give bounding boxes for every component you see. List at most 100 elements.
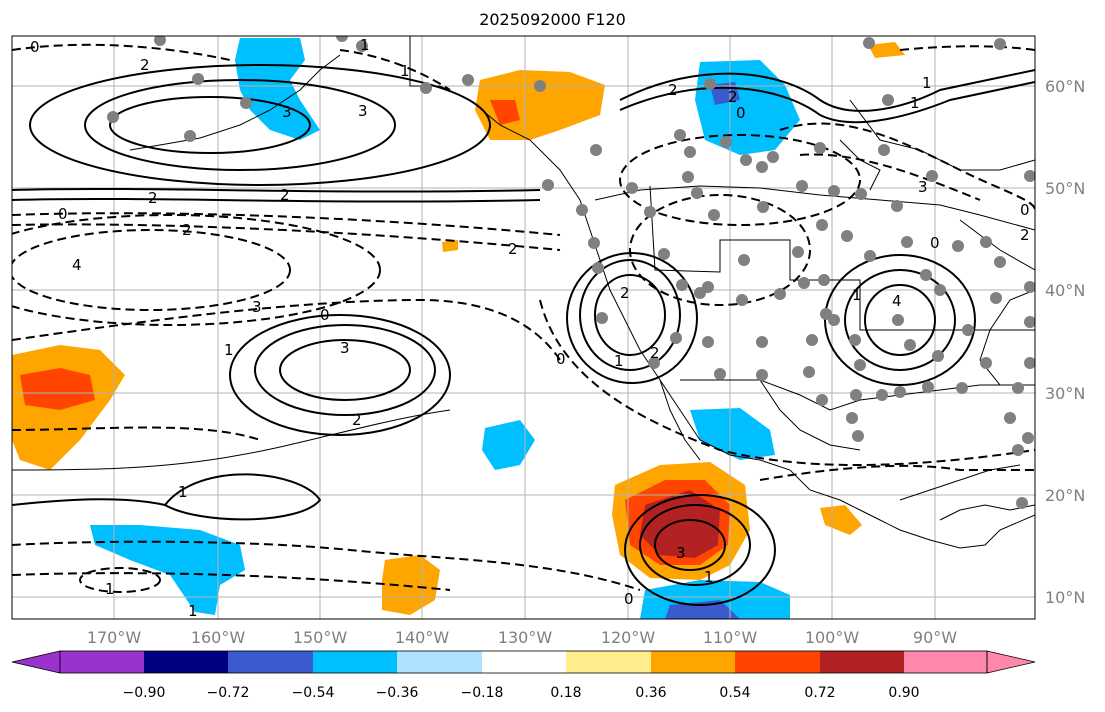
colorbar-tick-label: 0.18 xyxy=(550,685,581,701)
contour-label: 0 xyxy=(736,104,746,122)
colorbar-segment xyxy=(228,651,313,673)
contour-label: 1 xyxy=(224,341,234,359)
contour-label: 2 xyxy=(182,221,192,239)
lon-label: 150°W xyxy=(293,628,348,647)
lon-label: 140°W xyxy=(395,628,450,647)
lon-label: 100°W xyxy=(805,628,860,647)
contour-label: 2 xyxy=(508,240,518,258)
colorbar-segment xyxy=(397,651,482,673)
contour-label: 4 xyxy=(892,292,902,310)
contour-label: 0 xyxy=(1020,201,1030,219)
shade-tiny-orange xyxy=(442,240,458,252)
contour-label: 0 xyxy=(556,350,566,368)
lat-label: 40°N xyxy=(1045,281,1085,300)
longitude-labels: 170°W 160°W 150°W 140°W 130°W 120°W 110°… xyxy=(87,628,957,647)
colorbar-segment xyxy=(482,651,566,673)
anomaly-shading xyxy=(12,38,905,619)
shade-subtropic-red xyxy=(20,368,95,410)
colorbar-segment xyxy=(820,651,904,673)
lon-label: 130°W xyxy=(498,628,553,647)
contour-label: 3 xyxy=(676,544,686,562)
shade-small-orange xyxy=(382,555,440,615)
contour-label: 2 xyxy=(1020,226,1030,244)
latitude-labels: 60°N 50°N 40°N 30°N 20°N 10°N xyxy=(1045,77,1085,607)
lon-label: 110°W xyxy=(703,628,758,647)
lat-label: 50°N xyxy=(1045,179,1085,198)
colorbar-segment xyxy=(144,651,228,673)
contour-label: 2 xyxy=(280,186,290,204)
contour-label: 2 xyxy=(728,88,738,106)
colorbar: −0.90 −0.72 −0.54 −0.36 −0.18 0.18 0.36 … xyxy=(11,650,1036,701)
colorbar-low-extend xyxy=(11,650,61,674)
lat-label: 30°N xyxy=(1045,384,1085,403)
contour-label: 3 xyxy=(282,103,292,121)
contour-label: 4 xyxy=(72,256,82,274)
colorbar-tick-label: −0.54 xyxy=(292,685,335,701)
colorbar-tick-label: 0.72 xyxy=(804,685,835,701)
colorbar-high-extend xyxy=(986,650,1036,674)
colorbar-tick-label: 0.90 xyxy=(888,685,919,701)
contour-label: 1 xyxy=(704,568,714,586)
shade-aleutian-blue xyxy=(235,38,320,140)
lon-label: 170°W xyxy=(87,628,142,647)
colorbar-segment xyxy=(904,651,987,673)
contour-label: 1 xyxy=(178,483,188,501)
colorbar-segment xyxy=(313,651,397,673)
contour-label: 1 xyxy=(614,352,624,370)
lat-label: 20°N xyxy=(1045,486,1085,505)
map-panel: 0 2 1 3 2 0 2 3 4 2 1 0 1 2 2 1 3 0 3 1 … xyxy=(12,36,1035,620)
station-dots xyxy=(107,36,1035,509)
contour-label: 0 xyxy=(30,38,40,56)
shade-gulf-orange xyxy=(820,505,862,535)
contour-label: 2 xyxy=(148,189,158,207)
contour-label: 1 xyxy=(852,286,862,304)
lon-label: 120°W xyxy=(601,628,656,647)
lat-label: 10°N xyxy=(1045,588,1085,607)
map-title: 2025092000 F120 xyxy=(479,10,626,29)
shade-alaska-red xyxy=(490,100,520,125)
contour-label: 3 xyxy=(340,339,350,357)
contour-label: 1 xyxy=(188,602,198,620)
negative-contours xyxy=(12,43,1035,593)
contour-label: 3 xyxy=(358,102,368,120)
colorbar-frame xyxy=(59,650,988,674)
contour-label: 0 xyxy=(624,590,634,608)
shade-hawaii-blue xyxy=(90,525,245,615)
colorbar-tick-label: −0.72 xyxy=(207,685,250,701)
shade-ne-orange xyxy=(868,42,905,58)
contour-label: 1 xyxy=(360,36,370,54)
gridlines xyxy=(12,36,1035,619)
colorbar-tick-label: −0.90 xyxy=(123,685,166,701)
contour-label: 0 xyxy=(58,205,68,223)
contour-label: 2 xyxy=(668,81,678,99)
contour-label: 2 xyxy=(620,284,630,302)
thin-contours xyxy=(12,409,451,471)
contour-labels: 0 2 1 3 2 0 2 3 4 2 1 0 1 2 2 1 3 0 3 1 … xyxy=(30,36,1030,620)
shade-mexico-blue xyxy=(690,408,775,460)
shade-hurricane-darkred xyxy=(640,490,720,558)
colorbar-tick-label: 0.36 xyxy=(635,685,666,701)
contour-label: 3 xyxy=(918,178,928,196)
contour-label: 1 xyxy=(922,74,932,92)
lat-label: 60°N xyxy=(1045,77,1085,96)
contour-label: 2 xyxy=(352,411,362,429)
positive-contours xyxy=(12,64,1035,606)
colorbar-segment xyxy=(566,651,651,673)
contour-label: 0 xyxy=(320,306,330,324)
contour-label: 1 xyxy=(400,62,410,80)
contour-label: 1 xyxy=(910,94,920,112)
colorbar-tick-label: −0.18 xyxy=(461,685,504,701)
colorbar-segment xyxy=(60,651,144,673)
lon-label: 90°W xyxy=(913,628,957,647)
contour-label: 2 xyxy=(650,344,660,362)
colorbar-segment xyxy=(651,651,735,673)
contour-label: 0 xyxy=(930,234,940,252)
lon-label: 160°W xyxy=(191,628,246,647)
colorbar-tick-label: 0.54 xyxy=(719,685,750,701)
colorbar-tick-label: −0.36 xyxy=(376,685,419,701)
contour-label: 2 xyxy=(140,56,150,74)
shade-small-blue-1 xyxy=(482,420,535,470)
colorbar-segment xyxy=(735,651,820,673)
contour-label: 3 xyxy=(252,298,262,316)
